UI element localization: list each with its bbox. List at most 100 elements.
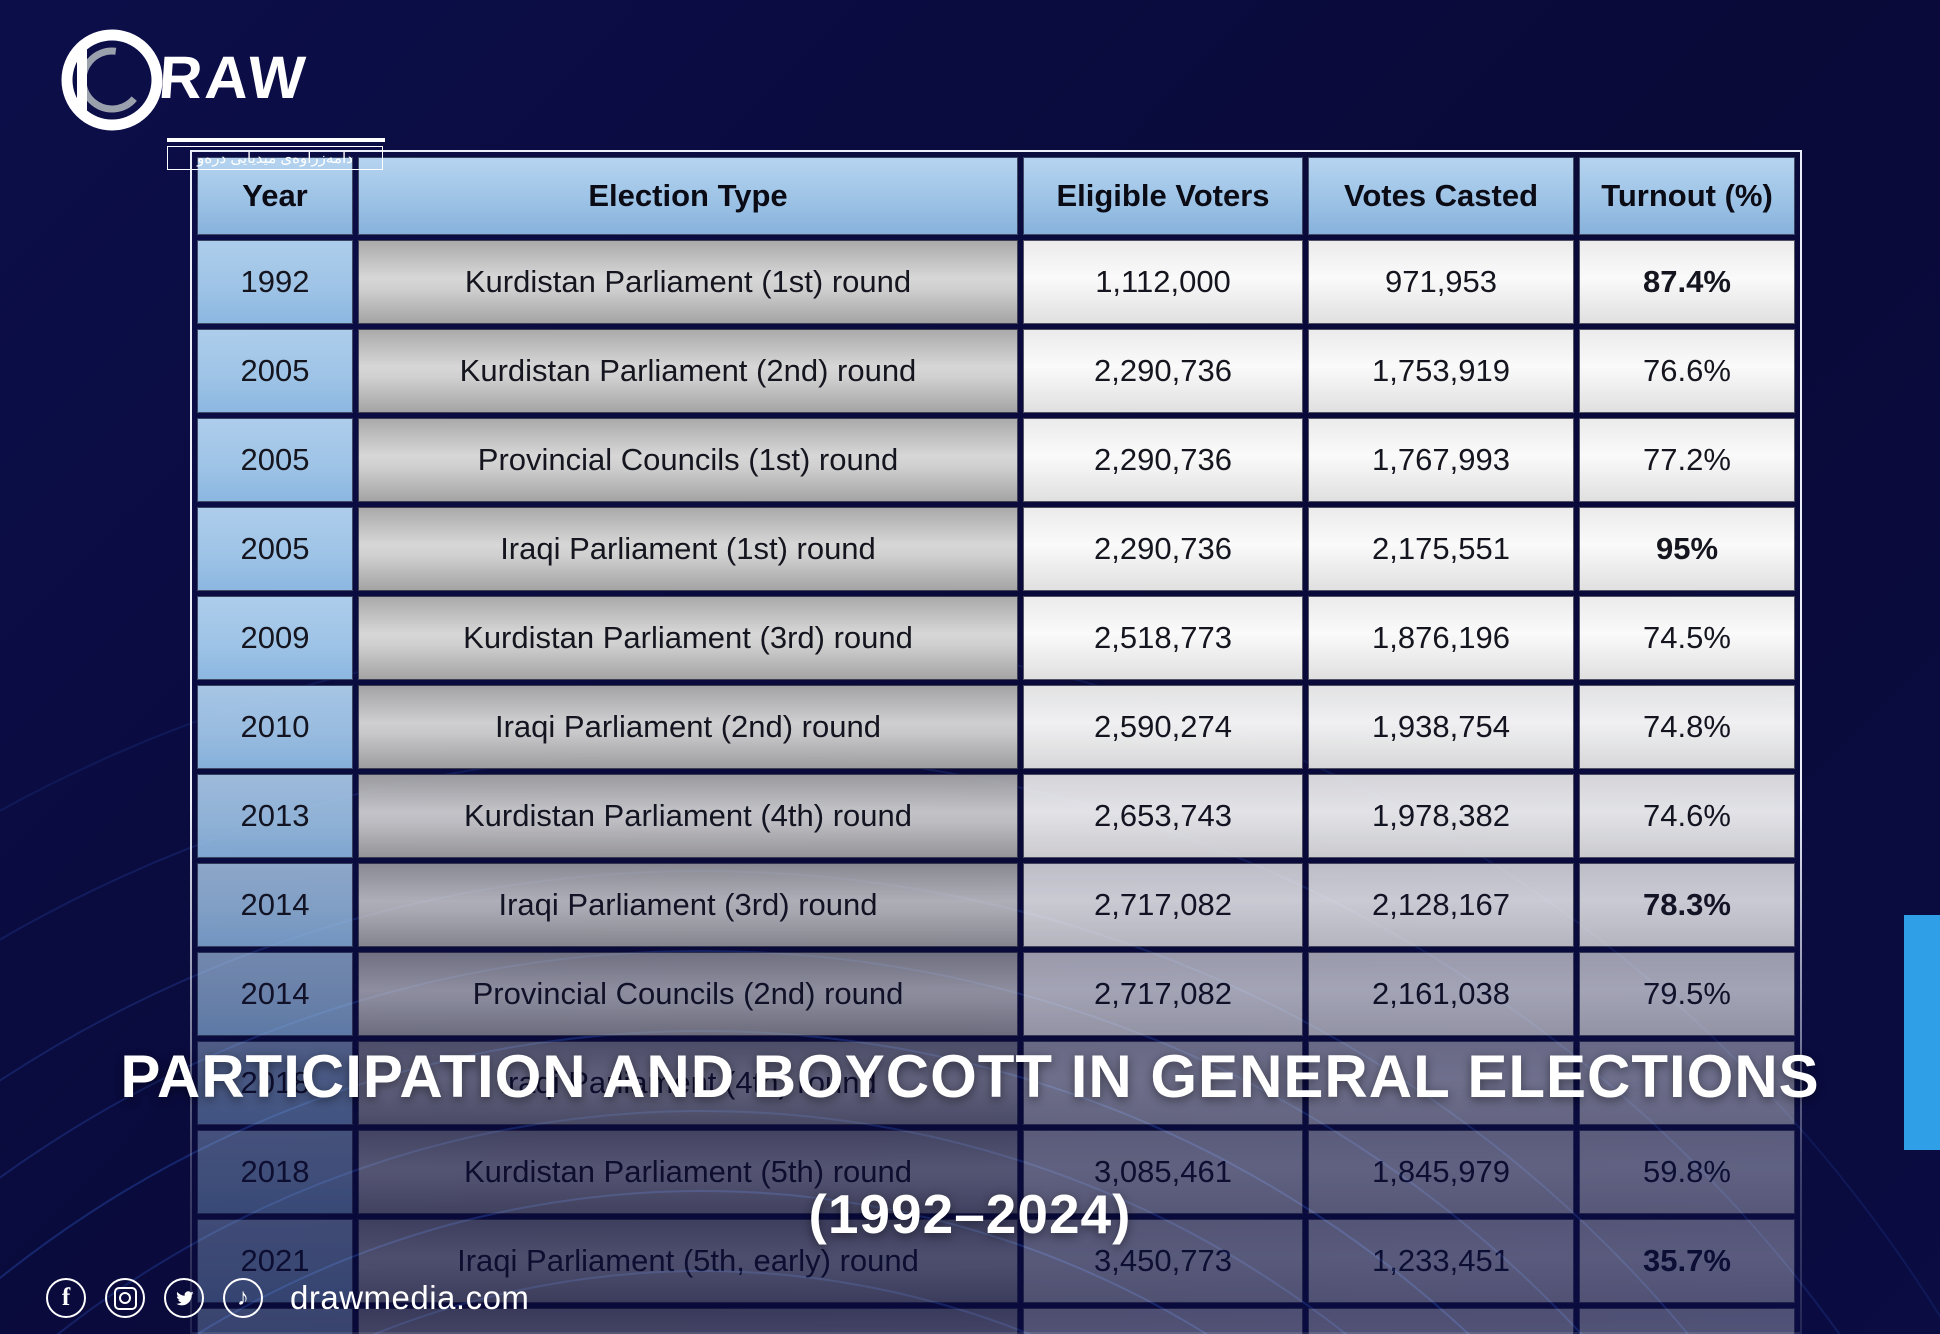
turnout-cell: 78.3% [1579,863,1795,947]
year-cell: 2014 [197,952,353,1036]
year-cell: 2005 [197,329,353,413]
table-row: 2005 Kurdistan Parliament (2nd) round 2,… [197,329,1795,413]
column-header-turnout: Turnout (%) [1579,157,1795,235]
year-cell: 2009 [197,596,353,680]
table-row: 2018 Kurdistan Parliament (5th) round 3,… [197,1130,1795,1214]
eligible-voters-cell: 3,085,461 [1023,1130,1303,1214]
table-row: 2009 Kurdistan Parliament (3rd) round 2,… [197,596,1795,680]
draw-logo: RAW دامەزراوەی میدیایی درەو [55,24,385,170]
page-subtitle: (1992–2024) [808,1183,1132,1245]
election-type-cell: Provincial Councils (1st) round [358,418,1018,502]
column-header-election-type: Election Type [358,157,1018,235]
votes-casted-cell: 2,128,167 [1308,863,1574,947]
eligible-voters-cell: 2,590,274 [1023,685,1303,769]
instagram-glyph [113,1286,137,1310]
year-cell: 2014 [197,863,353,947]
footer: f ♪ drawmedia.com [46,1278,529,1318]
turnout-cell: 76.6% [1579,329,1795,413]
election-type-cell: Iraqi Parliament (5th, early) round [358,1219,1018,1303]
turnout-cell [1579,1041,1795,1125]
table-row: 2014 Provincial Councils (2nd) round 2,7… [197,952,1795,1036]
table-row: 2005 Iraqi Parliament (1st) round 2,290,… [197,507,1795,591]
votes-casted-cell: 1,767,993 [1308,418,1574,502]
draw-logo-d-icon [61,29,163,131]
election-type-cell: Kurdistan Parliament (4th) round [358,774,1018,858]
turnout-cell: 74.6% [1579,774,1795,858]
year-cell: 2005 [197,418,353,502]
year-cell: 2018 [197,1130,353,1214]
logo-raw-text: RAW [156,43,311,111]
turnout-cell: 79.5% [1579,952,1795,1036]
votes-casted-cell: 1,845,979 [1308,1130,1574,1214]
eligible-voters-cell: 2,717,082 [1023,952,1303,1036]
page-title: PARTICIPATION AND BOYCOTT IN GENERAL ELE… [120,1043,1820,1110]
election-type-cell: Iraqi Parliament (3rd) round [358,863,1018,947]
election-type-cell: Iraqi Parliament (2nd) round [358,685,1018,769]
table-row: 1992 Kurdistan Parliament (1st) round 1,… [197,240,1795,324]
turnout-cell: 74.5% [1579,596,1795,680]
eligible-voters-cell: 2,717,082 [1023,863,1303,947]
table-row: 2013 Kurdistan Parliament (4th) round 2,… [197,774,1795,858]
table-row: 2010 Iraqi Parliament (2nd) round 2,590,… [197,685,1795,769]
turnout-cell: 35.7% [1579,1219,1795,1303]
facebook-icon[interactable]: f [46,1278,86,1318]
election-type-cell: Kurdistan Parliament (1st) round [358,240,1018,324]
eligible-voters-cell: 1,112,000 [1023,240,1303,324]
eligible-voters-cell: 2,518,773 [1023,596,1303,680]
facebook-glyph: f [61,1284,71,1311]
year-cell: 2021 [197,1219,353,1303]
eligible-voters-cell [1023,1041,1303,1125]
year-cell: 1992 [197,240,353,324]
twitter-icon[interactable] [164,1278,204,1318]
year-cell: 2010 [197,685,353,769]
table-row: 2005 Provincial Councils (1st) round 2,2… [197,418,1795,502]
eligible-voters-cell: 2,290,736 [1023,329,1303,413]
year-cell: 2018 [197,1041,353,1125]
column-header-votes-casted: Votes Casted [1308,157,1574,235]
eligible-voters-cell: 2,653,743 [1023,774,1303,858]
election-type-cell: Provincial Councils (2nd) round [358,952,1018,1036]
turnout-cell: 87.4% [1579,240,1795,324]
election-type-cell: Kurdistan Parliament (6th) round [358,1308,1018,1334]
votes-casted-cell: 1,233,451 [1308,1219,1574,1303]
tiktok-icon[interactable]: ♪ [223,1278,263,1318]
turnout-cell: 77.2% [1579,418,1795,502]
logo-caption: دامەزراوەی میدیایی درەو [167,146,383,170]
eligible-voters-cell: 2,290,736 [1023,418,1303,502]
column-header-eligible-voters: Eligible Voters [1023,157,1303,235]
elections-table: Year Election Type Eligible Voters Votes… [197,157,1795,1334]
year-cell: 2005 [197,507,353,591]
table-row: 2018 Iraqi Parliament (4th) round [197,1041,1795,1125]
votes-casted-cell: 2,161,038 [1308,952,1574,1036]
turnout-cell: 72% [1579,1308,1795,1334]
votes-casted-cell: 1,938,754 [1308,685,1574,769]
logo-underline [167,138,385,142]
tiktok-glyph: ♪ [237,1284,249,1311]
votes-casted-cell: 2,095,949 [1308,1308,1574,1334]
eligible-voters-cell: 3,450,773 [1023,1219,1303,1303]
turnout-cell: 59.8% [1579,1130,1795,1214]
year-cell: 2013 [197,774,353,858]
turnout-cell: 95% [1579,507,1795,591]
election-type-cell: Kurdistan Parliament (5th) round [358,1130,1018,1214]
eligible-voters-cell: 2,899,578 [1023,1308,1303,1334]
twitter-bird-glyph [175,1290,194,1305]
election-type-cell: Iraqi Parliament (4th) round [358,1041,1018,1125]
votes-casted-cell: 1,753,919 [1308,329,1574,413]
election-type-cell: Iraqi Parliament (1st) round [358,507,1018,591]
column-header-year: Year [197,157,353,235]
table-frame [190,150,1802,1334]
table-row: 2024 Kurdistan Parliament (6th) round 2,… [197,1308,1795,1334]
turnout-cell: 74.8% [1579,685,1795,769]
instagram-icon[interactable] [105,1278,145,1318]
votes-casted-cell [1308,1041,1574,1125]
website-link[interactable]: drawmedia.com [290,1279,530,1316]
votes-casted-cell: 2,175,551 [1308,507,1574,591]
table-header-row: Year Election Type Eligible Voters Votes… [197,157,1795,235]
votes-casted-cell: 971,953 [1308,240,1574,324]
right-accent-bar [1904,915,1940,1150]
eligible-voters-cell: 2,290,736 [1023,507,1303,591]
year-cell: 2024 [197,1308,353,1334]
election-type-cell: Kurdistan Parliament (2nd) round [358,329,1018,413]
